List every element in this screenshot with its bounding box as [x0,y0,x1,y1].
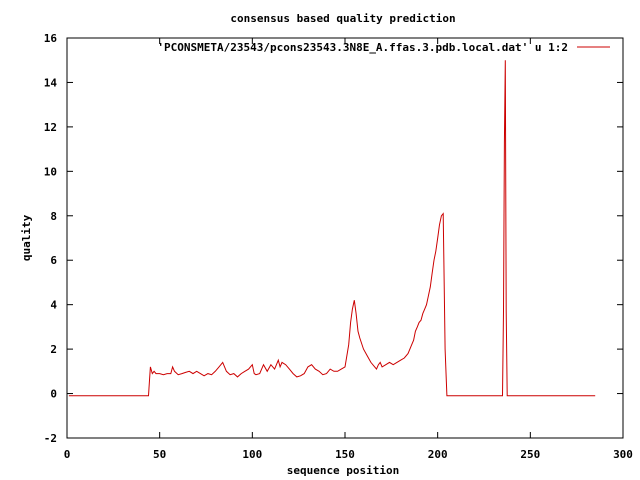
series-group [68,60,596,397]
x-tick-label: 100 [242,448,262,461]
y-tick-label: 14 [44,76,58,89]
y-tick-label: 10 [44,165,57,178]
y-axis-ticks: -2 0 2 4 6 8 10 12 14 16 [44,32,623,445]
y-axis-label: quality [20,214,33,261]
y-tick-label: 0 [50,388,57,401]
x-axis-label: sequence position [287,464,400,477]
legend: 'PCONSMETA/23543/pcons23543.3N8E_A.ffas.… [157,41,610,54]
x-axis-ticks: 0 50 100 150 200 250 300 [64,38,633,461]
x-tick-label: 250 [520,448,540,461]
chart-title: consensus based quality prediction [230,12,455,25]
plot-area [66,37,624,439]
x-tick-label: 200 [428,448,448,461]
x-tick-label: 300 [613,448,633,461]
y-tick-label: -2 [44,432,57,445]
plot-frame [66,37,624,439]
x-tick-label: 50 [153,448,166,461]
y-tick-label: 12 [44,121,57,134]
x-tick-label: 150 [335,448,355,461]
y-tick-label: 2 [50,343,57,356]
y-tick-label: 6 [50,254,57,267]
y-tick-label: 8 [50,210,57,223]
y-tick-label: 4 [50,299,57,312]
x-tick-label: 0 [64,448,71,461]
legend-label: 'PCONSMETA/23543/pcons23543.3N8E_A.ffas.… [157,41,568,54]
y-tick-label: 16 [44,32,58,45]
series-line [68,60,596,397]
